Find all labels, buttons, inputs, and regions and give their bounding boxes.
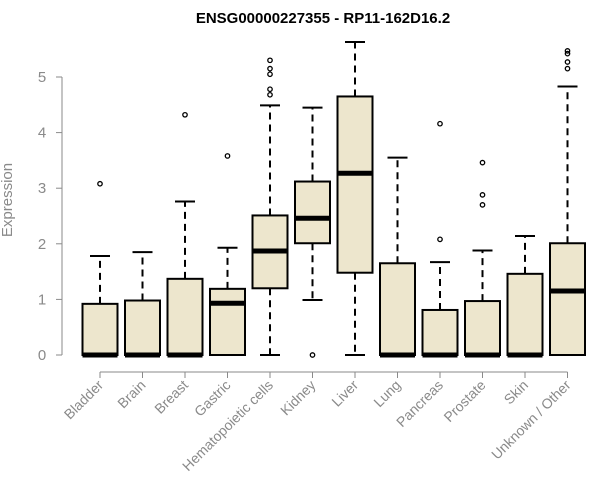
y-tick-label: 5 (38, 69, 46, 86)
x-tick-label: Brain (114, 377, 148, 411)
outlier-point (564, 48, 571, 54)
box-skin (506, 235, 544, 358)
outlier-point (267, 86, 273, 93)
iqr-box (336, 95, 374, 274)
iqr-box (124, 299, 161, 356)
y-tick-label: 1 (38, 291, 46, 308)
x-tick-label: Prostate (440, 377, 488, 425)
outlier-point (182, 111, 188, 118)
boxes-group (81, 40, 586, 358)
iqr-box (421, 308, 459, 356)
y-tick-label: 2 (38, 236, 46, 253)
x-tick-label: Unknown / Other (488, 377, 574, 463)
box-gastric (209, 153, 246, 356)
box-breast (166, 111, 204, 358)
outlier-point (437, 236, 443, 243)
outlier-point (479, 192, 486, 198)
box-lung (379, 156, 416, 358)
outlier-point (97, 180, 103, 187)
outlier-point (267, 71, 273, 78)
x-tick-label: Breast (151, 377, 191, 417)
outlier-point (564, 65, 571, 72)
outlier-point (309, 352, 316, 358)
outlier-point (267, 91, 273, 98)
x-tick-label: Liver (328, 377, 361, 410)
y-tick-label: 4 (38, 125, 46, 142)
box-hematopoietic-cells (251, 57, 289, 356)
x-tick-label: Lung (370, 377, 403, 410)
y-axis: 0 1 2 3 4 5 (38, 69, 63, 364)
iqr-box (464, 300, 501, 356)
outlier-point (564, 50, 571, 57)
chart-title: ENSG00000227355 - RP11-162D16.2 (196, 10, 450, 27)
y-tick-label: 3 (38, 180, 46, 197)
iqr-box (506, 272, 544, 357)
box-unknown-other (549, 48, 586, 356)
iqr-box (294, 180, 331, 245)
outlier-point (267, 57, 273, 64)
box-prostate (464, 159, 501, 358)
y-tick-label: 0 (38, 347, 46, 364)
iqr-box (379, 262, 416, 357)
x-tick-label: Kidney (277, 377, 319, 419)
box-liver (336, 40, 374, 356)
outlier-point (479, 202, 486, 208)
outlier-point (267, 65, 273, 72)
x-tick-label: Bladder (61, 377, 107, 423)
y-axis-label: Expression (0, 163, 16, 237)
outlier-point (479, 159, 486, 166)
box-brain (124, 251, 161, 358)
iqr-box (549, 242, 586, 356)
box-bladder (81, 180, 119, 358)
box-kidney (294, 106, 331, 358)
box-pancreas (421, 120, 459, 358)
iqr-box (166, 277, 204, 356)
iqr-box (81, 302, 119, 356)
x-tick-label: Skin (501, 377, 532, 408)
outlier-point (437, 120, 443, 127)
iqr-box (209, 287, 246, 356)
outlier-point (564, 59, 571, 65)
x-tick-label: Pancreas (393, 377, 446, 430)
outlier-point (224, 153, 231, 159)
